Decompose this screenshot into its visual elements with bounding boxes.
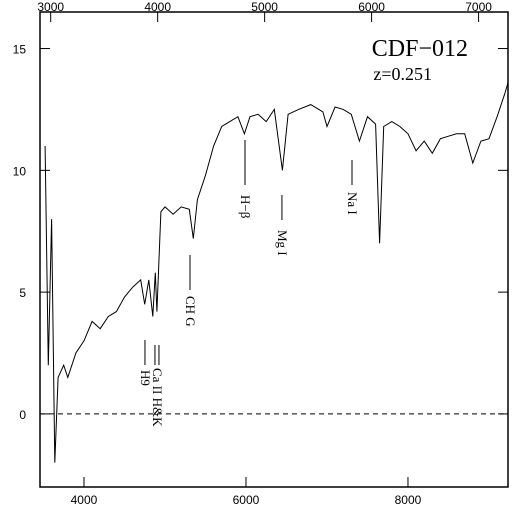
chart-subtitle: z=0.251 <box>373 64 432 84</box>
annotation-label: Ca II H&K <box>150 368 165 427</box>
x-tick-label: 6000 <box>233 493 260 507</box>
chart-title: CDF−012 <box>372 36 468 62</box>
x2-tick-label: 7000 <box>465 0 492 14</box>
annotation-label: Na I <box>345 192 360 215</box>
x2-tick-label: 3000 <box>37 0 64 14</box>
y-tick-label: 15 <box>13 43 27 57</box>
annotation-label: H9 <box>138 370 153 386</box>
x2-tick-label: 6000 <box>358 0 385 14</box>
x2-tick-label: 5000 <box>251 0 278 14</box>
y-tick-label: 0 <box>19 408 26 422</box>
y-tick-label: 5 <box>19 286 26 300</box>
x-tick-label: 4000 <box>71 493 98 507</box>
x2-tick-label: 4000 <box>144 0 171 14</box>
spectrum-line <box>44 82 509 463</box>
annotation-label: CH G <box>183 296 198 327</box>
annotation-label: Mg I <box>275 230 290 256</box>
x-tick-label: 8000 <box>395 493 422 507</box>
plot-frame <box>39 11 509 488</box>
annotation-label: H−β <box>238 195 253 219</box>
y-tick-label: 10 <box>13 164 27 178</box>
